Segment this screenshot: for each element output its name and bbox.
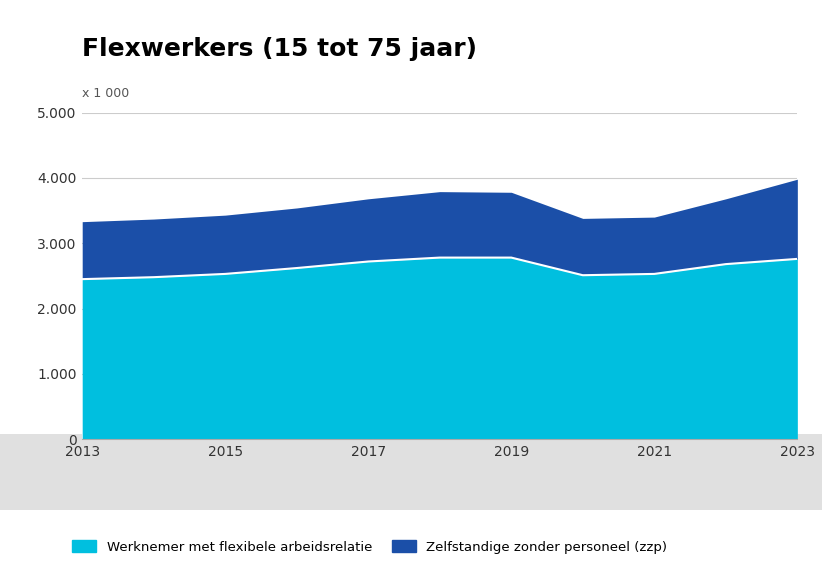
Legend: Werknemer met flexibele arbeidsrelatie, Zelfstandige zonder personeel (zzp): Werknemer met flexibele arbeidsrelatie, … bbox=[72, 540, 667, 553]
Text: x 1 000: x 1 000 bbox=[82, 87, 129, 100]
Text: Flexwerkers (15 tot 75 jaar): Flexwerkers (15 tot 75 jaar) bbox=[82, 37, 478, 61]
